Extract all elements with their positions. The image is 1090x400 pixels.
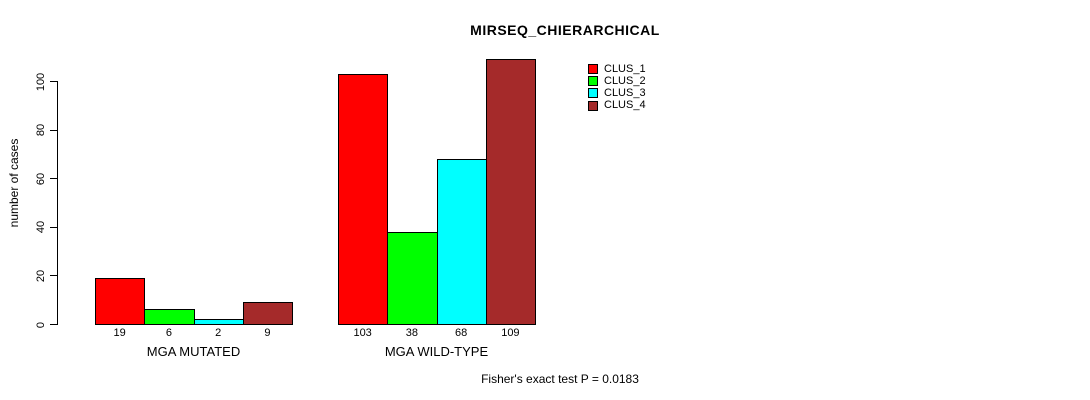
legend-entry-clus_3: CLUS_3 (588, 87, 646, 99)
legend-entry-clus_2: CLUS_2 (588, 75, 646, 87)
bar-value-label: 68 (455, 327, 468, 339)
annotation-text: Fisher's exact test P = 0.0183 (481, 372, 639, 386)
y-axis-label: number of cases (7, 138, 21, 228)
y-tick-label: 40 (35, 221, 47, 234)
bar-value-label: 6 (165, 327, 172, 339)
bar-clus_3-1 (193, 319, 244, 325)
bar-clus_1-2 (338, 73, 389, 325)
y-tick-mark (50, 275, 57, 277)
legend-label: CLUS_1 (604, 62, 646, 75)
bar-value-label: 109 (501, 327, 520, 339)
bar-clus_4-1 (242, 302, 293, 325)
x-category-label: MGA MUTATED (146, 344, 241, 359)
bar-clus_4-2 (485, 59, 536, 325)
y-tick-mark (50, 81, 57, 82)
y-tick-mark (50, 129, 57, 131)
legend-label: CLUS_4 (604, 99, 646, 112)
legend-swatch-icon (588, 100, 598, 111)
bar-value-label: 103 (353, 327, 372, 339)
y-tick-mark (50, 226, 57, 228)
y-axis-line (57, 81, 58, 325)
bar-value-label: 9 (264, 327, 271, 339)
x-category-label: MGA WILD-TYPE (384, 344, 489, 359)
legend-swatch-icon (588, 88, 598, 99)
legend: CLUS_1 CLUS_2 CLUS_3 CLUS_4 (588, 63, 646, 112)
y-tick-label: 0 (35, 321, 47, 328)
legend-swatch-icon (588, 76, 598, 87)
y-tick-label: 100 (35, 72, 47, 91)
bar-value-label: 38 (405, 327, 418, 339)
y-tick-mark (50, 178, 57, 180)
bar-value-label: 2 (215, 327, 222, 339)
y-tick-label: 80 (35, 123, 47, 137)
bar-value-label: 19 (113, 327, 126, 339)
legend-entry-clus_4: CLUS_4 (588, 100, 646, 112)
legend-label: CLUS_3 (604, 86, 646, 99)
legend-entry-clus_1: CLUS_1 (588, 63, 646, 75)
y-tick-label: 60 (35, 172, 47, 185)
bar-clus_2-2 (387, 231, 438, 325)
legend-label: CLUS_2 (604, 74, 646, 87)
y-tick-label: 20 (35, 269, 47, 283)
bar-clus_2-1 (144, 309, 195, 325)
chart-title: MIRSEQ_CHIERARCHICAL (470, 22, 660, 38)
bar-clus_3-2 (436, 158, 487, 325)
legend-swatch-icon (588, 64, 598, 75)
y-tick-mark (50, 324, 57, 325)
bar-clus_1-1 (95, 277, 146, 325)
